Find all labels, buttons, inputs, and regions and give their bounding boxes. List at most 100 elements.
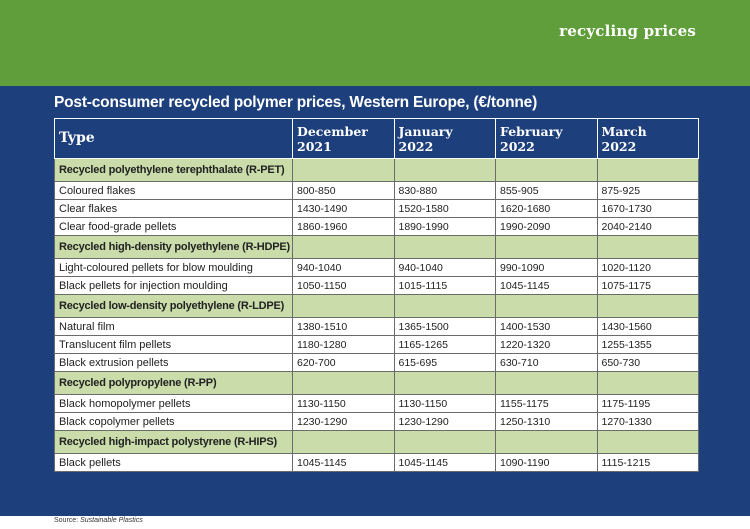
type-cell: Natural film (54, 317, 293, 336)
group-empty-cell (292, 294, 395, 318)
table-row: Light-coloured pellets for blow moulding… (54, 258, 699, 277)
price-table-container: Type December 2021 January 2022 February… (54, 118, 699, 472)
price-cell-jan: 1365-1500 (393, 317, 496, 336)
type-cell: Clear food-grade pellets (54, 217, 293, 236)
group-empty-cell (292, 158, 395, 182)
group-title: Recycled polyethylene terephthalate (R-P… (54, 158, 293, 182)
group-empty-cell (596, 235, 699, 259)
table-row: Black extrusion pellets 620-700 615-695 630… (54, 353, 699, 372)
group-title: Recycled low-density polyethylene (R-LDP… (54, 294, 293, 318)
price-cell-jan: 940-1040 (393, 258, 496, 277)
type-cell: Black pellets (54, 453, 293, 472)
price-cell-dec: 1050-1150 (292, 276, 395, 295)
group-empty-cell (393, 158, 496, 182)
section-label: recycling prices (559, 22, 696, 40)
price-cell-mar: 1020-1120 (596, 258, 699, 277)
group-title: Recycled high-density polyethylene (R-HD… (54, 235, 293, 259)
group-empty-cell (292, 235, 395, 259)
table-row: Coloured flakes 800-850 830-880 855-905 875-… (54, 181, 699, 200)
price-cell-dec: 1380-1510 (292, 317, 395, 336)
group-row: Recycled low-density polyethylene (R-LDP… (54, 294, 699, 318)
price-cell-jan: 1045-1145 (393, 453, 496, 472)
price-cell-dec: 800-850 (292, 181, 395, 200)
type-cell: Translucent film pellets (54, 335, 293, 354)
source-name: Sustainable Plastics (80, 517, 143, 524)
group-title: Recycled high-impact polystyrene (R-HIPS… (54, 430, 293, 454)
price-cell-feb: 630-710 (495, 353, 598, 372)
column-header-month: December (297, 123, 368, 139)
group-row: Recycled polyethylene terephthalate (R-P… (54, 158, 699, 182)
group-empty-cell (393, 371, 496, 395)
table-row: Black homopolymer pellets 1130-1150 1130-1… (54, 394, 699, 413)
group-row: Recycled high-impact polystyrene (R-HIPS… (54, 430, 699, 454)
column-header-month: February (500, 123, 563, 139)
group-empty-cell (495, 235, 598, 259)
type-cell: Black copolymer pellets (54, 412, 293, 431)
type-cell: Black homopolymer pellets (54, 394, 293, 413)
price-cell-feb: 1620-1680 (495, 199, 598, 218)
price-cell-mar: 1175-1195 (596, 394, 699, 413)
column-header-type: Type (54, 118, 293, 159)
group-empty-cell (495, 158, 598, 182)
group-row: Recycled polypropylene (R-PP) (54, 371, 699, 395)
price-cell-jan: 1520-1580 (393, 199, 496, 218)
price-cell-mar: 650-730 (596, 353, 699, 372)
group-empty-cell (596, 294, 699, 318)
price-cell-feb: 855-905 (495, 181, 598, 200)
price-cell-jan: 1230-1290 (393, 412, 496, 431)
group-empty-cell (596, 158, 699, 182)
price-cell-dec: 1130-1150 (292, 394, 395, 413)
table-row: Clear flakes 1430-1490 1520-1580 1620-1680 1… (54, 199, 699, 218)
column-header-february-2022: February 2022 (495, 118, 598, 159)
source-note: Source: Sustainable Plastics (54, 517, 143, 524)
column-header-january-2022: January 2022 (393, 118, 496, 159)
table-row: Black copolymer pellets 1230-1290 1230-129… (54, 412, 699, 431)
column-header-month: March (601, 123, 647, 139)
group-title: Recycled polypropylene (R-PP) (54, 371, 293, 395)
price-cell-feb: 1990-2090 (495, 217, 598, 236)
source-label: Source: (54, 517, 79, 524)
column-header-year: 2021 (297, 138, 332, 154)
type-cell: Coloured flakes (54, 181, 293, 200)
group-empty-cell (393, 235, 496, 259)
column-header-month: January (398, 123, 453, 139)
column-header-year: 2022 (601, 138, 637, 154)
price-cell-feb: 1220-1320 (495, 335, 598, 354)
type-cell: Black extrusion pellets (54, 353, 293, 372)
table-row: Clear food-grade pellets 1860-1960 1890-19… (54, 217, 699, 236)
price-cell-jan: 1015-1115 (393, 276, 496, 295)
price-cell-mar: 1255-1355 (596, 335, 699, 354)
table-row: Black pellets for injection moulding 1050… (54, 276, 699, 295)
table-body: Recycled polyethylene terephthalate (R-P… (54, 158, 699, 472)
table-row: Natural film 1380-1510 1365-1500 1400-1530 1… (54, 317, 699, 336)
price-cell-mar: 1075-1175 (596, 276, 699, 295)
group-empty-cell (596, 430, 699, 454)
price-cell-feb: 1155-1175 (495, 394, 598, 413)
group-empty-cell (292, 430, 395, 454)
group-empty-cell (596, 371, 699, 395)
column-header-december-2021: December 2021 (292, 118, 395, 159)
price-cell-jan: 1165-1265 (393, 335, 496, 354)
price-cell-feb: 1090-1190 (495, 453, 598, 472)
price-cell-feb: 990-1090 (495, 258, 598, 277)
group-empty-cell (393, 294, 496, 318)
price-cell-jan: 1890-1990 (393, 217, 496, 236)
type-cell: Black pellets for injection moulding (54, 276, 293, 295)
price-table: Type December 2021 January 2022 February… (54, 118, 699, 472)
price-cell-jan: 615-695 (393, 353, 496, 372)
type-cell: Clear flakes (54, 199, 293, 218)
group-empty-cell (495, 371, 598, 395)
price-cell-dec: 1180-1280 (292, 335, 395, 354)
price-cell-dec: 1230-1290 (292, 412, 395, 431)
price-cell-feb: 1045-1145 (495, 276, 598, 295)
column-header-year: 2022 (500, 138, 535, 154)
page-title: Post-consumer recycled polymer prices, W… (54, 94, 538, 111)
type-cell: Light-coloured pellets for blow moulding (54, 258, 293, 277)
price-cell-jan: 830-880 (393, 181, 496, 200)
price-cell-mar: 1115-1215 (596, 453, 699, 472)
price-cell-dec: 1860-1960 (292, 217, 395, 236)
price-cell-mar: 1670-1730 (596, 199, 699, 218)
price-cell-feb: 1400-1530 (495, 317, 598, 336)
top-banner (0, 0, 750, 86)
price-cell-mar: 875-925 (596, 181, 699, 200)
